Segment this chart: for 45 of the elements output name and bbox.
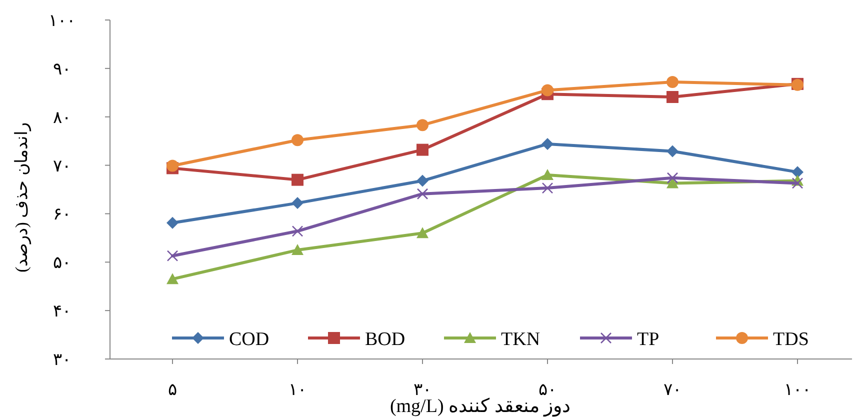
point bbox=[666, 76, 678, 88]
y-axis-title: راندمان حذف (درصد) bbox=[12, 122, 32, 272]
point bbox=[666, 91, 678, 103]
x-tick-label: ۱۰۰ bbox=[784, 380, 811, 399]
point bbox=[416, 144, 428, 156]
point bbox=[666, 172, 678, 184]
point bbox=[292, 226, 304, 237]
point bbox=[542, 182, 554, 194]
x-tick-label: ۵ bbox=[168, 380, 177, 399]
point bbox=[792, 178, 804, 189]
point bbox=[542, 168, 554, 180]
legend-label: COD bbox=[229, 329, 270, 350]
x-tick-label: ۳۰ bbox=[414, 380, 432, 399]
point bbox=[792, 166, 804, 178]
point bbox=[292, 174, 304, 186]
y-tick-label: ۶۰ bbox=[53, 204, 71, 224]
point bbox=[416, 227, 428, 238]
y-tick-label: ۷۰ bbox=[53, 156, 71, 176]
point bbox=[416, 188, 428, 200]
point bbox=[292, 134, 304, 146]
point bbox=[666, 145, 678, 158]
point bbox=[542, 138, 554, 150]
y-tick-label: ۵۰ bbox=[53, 253, 71, 272]
x-tick-label: ۵۰ bbox=[538, 380, 556, 399]
point bbox=[166, 273, 178, 284]
y-tick-label: ۳۰ bbox=[53, 350, 71, 369]
point bbox=[166, 160, 178, 172]
x-tick-label: ۱۰ bbox=[288, 380, 306, 399]
legend-label: TKN bbox=[501, 329, 540, 350]
y-tick-label: ۴۰ bbox=[53, 302, 71, 321]
point bbox=[292, 244, 304, 256]
legend-label: TP bbox=[637, 329, 660, 350]
y-tick-label: ۱۰۰ bbox=[48, 11, 76, 30]
x-tick-label: ۷۰ bbox=[664, 380, 682, 399]
point bbox=[416, 119, 428, 132]
y-tick-label: ۸۰ bbox=[53, 108, 71, 127]
legend-label: BOD bbox=[365, 329, 406, 350]
legend-label: TDS bbox=[773, 329, 809, 350]
x-axis-title: دوز منعقد کننده (mg/L) bbox=[390, 396, 570, 417]
y-tick-label: ۹۰ bbox=[53, 59, 71, 78]
point bbox=[166, 216, 178, 229]
point bbox=[166, 250, 178, 262]
point bbox=[416, 174, 428, 187]
point bbox=[542, 84, 554, 96]
point bbox=[292, 197, 304, 210]
